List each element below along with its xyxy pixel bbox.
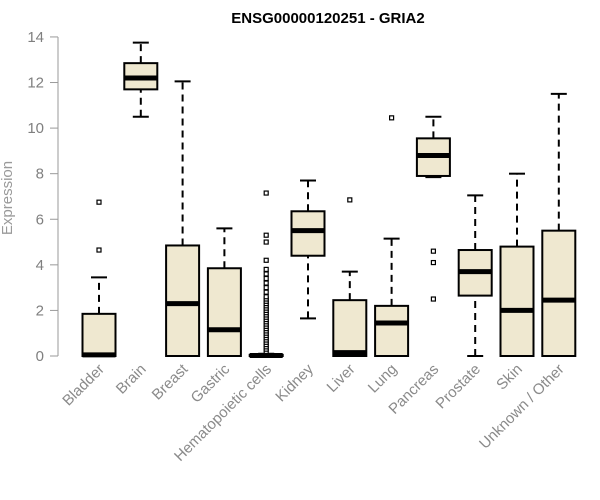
outlier-point: [347, 197, 353, 203]
outlier-point: [96, 247, 102, 253]
x-tick-label-kidney: Kidney: [272, 360, 317, 405]
y-tick-label: 12: [27, 75, 44, 92]
y-axis-label: Expression: [0, 161, 16, 235]
outlier-point: [263, 257, 269, 263]
box-iqr: [165, 244, 201, 358]
y-tick-label: 6: [36, 211, 44, 228]
outlier-point: [430, 296, 436, 302]
box-iqr: [332, 299, 368, 357]
box-iqr: [206, 267, 242, 358]
box-brain: [123, 41, 159, 118]
y-tick-label: 8: [36, 166, 44, 183]
x-tick-label-liver: Liver: [324, 361, 359, 396]
box-liver: [332, 197, 368, 357]
box-unknown-other: [541, 92, 577, 357]
x-tick-label-lung: Lung: [365, 361, 401, 397]
y-tick-label: 4: [36, 257, 44, 274]
outlier-point: [263, 294, 269, 300]
box-pancreas: [415, 115, 451, 302]
box-bladder: [81, 199, 117, 358]
box-kidney: [290, 179, 326, 320]
outlier-point: [263, 289, 269, 295]
outlier-point: [263, 239, 269, 245]
x-tick-label-skin: Skin: [493, 361, 526, 394]
chart-title: ENSG00000120251 - GRIA2: [231, 10, 424, 27]
x-tick-label-brain: Brain: [113, 361, 150, 398]
y-tick-label: 2: [36, 302, 44, 319]
y-tick-label: 14: [27, 29, 44, 46]
box-skin: [499, 172, 535, 357]
box-iqr: [81, 312, 117, 357]
box-lung: [374, 115, 410, 357]
box-iqr: [290, 210, 326, 257]
box-iqr: [541, 229, 577, 357]
box-gastric: [206, 227, 242, 358]
y-tick-label: 10: [27, 120, 44, 137]
box-prostate: [457, 194, 493, 357]
outlier-point: [263, 285, 269, 291]
y-tick-label: 0: [36, 348, 44, 365]
outlier-point: [263, 190, 269, 196]
x-tick-label-bladder: Bladder: [59, 361, 108, 410]
box-breast: [165, 80, 201, 358]
outlier-point: [430, 248, 436, 254]
outlier-point: [263, 266, 269, 272]
outlier-point: [263, 232, 269, 238]
x-tick-label-prostate: Prostate: [432, 361, 484, 413]
outlier-point: [263, 280, 269, 286]
box-iqr: [499, 245, 535, 357]
outlier-point: [263, 275, 269, 282]
outlier-point: [263, 271, 269, 277]
box-iqr: [374, 304, 410, 357]
boxes: [81, 41, 577, 359]
outlier-point: [96, 199, 102, 205]
outlier-point: [430, 259, 436, 266]
box-hematopoietic-cells: [248, 190, 284, 359]
y-axis: 0 2 4 6 8 10 12 14: [27, 29, 59, 365]
x-tick-label-breast: Breast: [149, 360, 192, 403]
outlier-point: [389, 115, 395, 121]
